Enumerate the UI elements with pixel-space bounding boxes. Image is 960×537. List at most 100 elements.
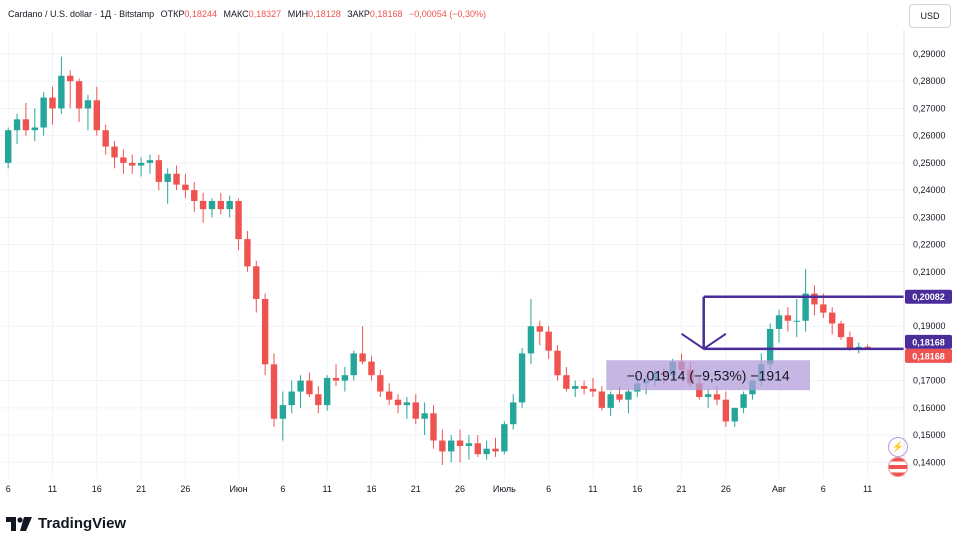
candle [456, 429, 464, 463]
candle [323, 375, 331, 411]
candle-body [270, 364, 278, 419]
candle-body [226, 200, 233, 210]
candle [226, 195, 233, 218]
candle [554, 345, 561, 381]
candle [40, 92, 47, 136]
candle [288, 380, 295, 414]
candle [341, 367, 349, 392]
candle-body [518, 353, 526, 403]
candle-body [731, 407, 738, 422]
candle [261, 293, 269, 376]
flash-icon[interactable]: ⚡ [888, 437, 908, 457]
candle [332, 364, 340, 387]
candle-body [182, 184, 189, 191]
candle-body [217, 200, 225, 210]
candle-body [448, 440, 455, 452]
open-value: 0,18244 [184, 9, 217, 19]
candle-body [784, 315, 792, 321]
candle-body [465, 443, 473, 446]
measure-label: −0,01914 (−9,53%) −1914 [627, 368, 790, 384]
candle [217, 192, 225, 215]
candle-body [793, 320, 800, 322]
price-label-badge[interactable]: 0,18168 [905, 348, 952, 363]
measure-box[interactable] [606, 360, 811, 391]
price-label-text: 0,20082 [912, 292, 945, 302]
y-tick-label: 0,15000 [913, 430, 946, 440]
candle-body [430, 413, 437, 441]
candle-body [306, 380, 313, 395]
candle [102, 124, 109, 155]
y-tick-label: 0,26000 [913, 131, 946, 141]
candle-body [704, 394, 712, 397]
candle [120, 149, 127, 174]
candle [394, 394, 402, 414]
x-tick-label: 21 [411, 484, 421, 494]
low-label: МИН [287, 9, 309, 19]
x-tick-label: 16 [632, 484, 642, 494]
candle-body [155, 160, 163, 182]
candle [430, 405, 437, 449]
high-label: МАКС [223, 9, 249, 19]
candle-body [554, 350, 561, 376]
change-value: −0,00054 (−0,30%) [408, 9, 487, 19]
candle [492, 437, 499, 457]
price-label-badge[interactable]: 0,18168 [905, 334, 952, 349]
candle [58, 56, 65, 114]
candle-body [775, 315, 783, 329]
candle [722, 391, 730, 427]
y-tick-label: 0,22000 [913, 240, 946, 250]
candle-body [740, 394, 747, 408]
x-tick-label: 6 [6, 484, 11, 494]
symbol-title[interactable]: Cardano / U.S. dollar · 1Д · Bitstamp [8, 9, 155, 19]
candle [253, 260, 260, 313]
range-bracket[interactable] [702, 295, 904, 351]
candle-body [572, 386, 579, 389]
candle [607, 391, 614, 417]
candle [483, 440, 490, 460]
time-axis[interactable]: 6 11 16 21 26 Июн 6 11 16 21 26 Июль 6 11 16 21 26 Авг 6 11 [6, 484, 873, 494]
candle-body [5, 130, 12, 163]
currency-button[interactable]: USD [909, 4, 951, 28]
candle [740, 391, 747, 414]
candle [385, 383, 393, 406]
candle-body [261, 298, 269, 365]
x-tick-label: 6 [280, 484, 285, 494]
candle [784, 307, 792, 332]
candle-body [598, 391, 606, 408]
candle [828, 307, 836, 335]
candle-body [580, 386, 588, 389]
candle [297, 375, 304, 408]
y-tick-label: 0,23000 [913, 212, 946, 222]
price-label-bg [905, 348, 952, 363]
candle-body [164, 173, 171, 182]
price-label-bg [905, 334, 952, 349]
candle [129, 154, 136, 174]
candle [164, 168, 171, 204]
annotation-layer[interactable]: −0,01914 (−9,53%) −1914 [606, 295, 904, 391]
candle [235, 198, 242, 250]
tradingview-logo[interactable]: TradingView [6, 515, 126, 532]
x-tick-label: 6 [821, 484, 826, 494]
candle-body [244, 239, 251, 267]
candle [598, 386, 606, 411]
candle-body [191, 190, 198, 201]
candle [191, 181, 198, 212]
x-tick-label: Июль [493, 484, 516, 494]
price-label-badge[interactable]: 0,20082 [905, 289, 952, 304]
candle [359, 326, 366, 365]
candle-body [802, 293, 809, 321]
candle [465, 435, 473, 460]
candle-body [332, 377, 340, 381]
candle [350, 350, 357, 381]
candle [306, 372, 313, 397]
price-chart[interactable]: −0,01914 (−9,53%) −1914 0,290000,280000,… [0, 0, 960, 500]
candle-body [120, 157, 127, 163]
y-tick-label: 0,27000 [913, 103, 946, 113]
price-axis[interactable]: 0,29000 0,28000 0,27000 0,26000 0,25000 0,240… [903, 30, 952, 478]
candle [536, 320, 543, 346]
us-flag-icon[interactable] [888, 457, 908, 477]
candle [270, 353, 278, 427]
candle [368, 356, 375, 381]
candle [13, 113, 21, 144]
candle-body [474, 443, 481, 455]
